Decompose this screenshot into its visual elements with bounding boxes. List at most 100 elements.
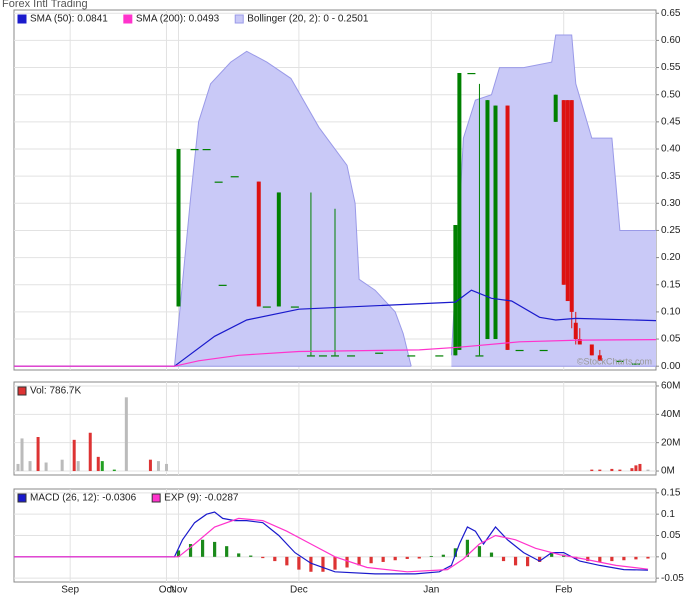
candle-body bbox=[577, 339, 582, 345]
macd-histogram-bar bbox=[441, 554, 445, 557]
macd-histogram-bar bbox=[477, 546, 482, 557]
volume-bar bbox=[20, 438, 24, 472]
y-tick-label: 0.40 bbox=[661, 144, 681, 155]
volume-bar bbox=[28, 461, 32, 472]
macd-line bbox=[14, 517, 649, 573]
candle-body bbox=[573, 322, 578, 340]
candle-body bbox=[435, 355, 444, 357]
volume-bar bbox=[148, 459, 152, 472]
candle-body bbox=[347, 355, 356, 357]
macd-histogram-bar bbox=[429, 555, 433, 557]
legend-swatch bbox=[17, 14, 27, 24]
candle-body bbox=[256, 181, 261, 307]
volume-bar bbox=[124, 397, 128, 472]
volume-panel bbox=[13, 381, 657, 476]
watermark: ©StockCharts.com bbox=[577, 356, 652, 366]
volume-bar bbox=[590, 469, 594, 472]
candle-body bbox=[331, 355, 339, 357]
volume-bar bbox=[638, 463, 642, 472]
legend-label: SMA (200): 0.0493 bbox=[136, 14, 220, 25]
macd-histogram-bar bbox=[200, 539, 205, 557]
y-tick-label: 0.45 bbox=[661, 116, 681, 127]
volume-bar bbox=[72, 439, 76, 472]
macd-histogram-bar bbox=[297, 556, 301, 570]
y-tick-label: 0.05 bbox=[661, 530, 681, 541]
y-tick-label: 0.60 bbox=[661, 35, 681, 46]
candle-body bbox=[485, 100, 490, 340]
candle-body bbox=[230, 176, 239, 178]
bollinger-upper bbox=[174, 34, 656, 367]
macd-histogram-bar bbox=[417, 556, 421, 559]
volume-bar bbox=[646, 469, 650, 472]
macd-histogram-bar bbox=[261, 556, 265, 559]
macd-histogram-bar bbox=[345, 556, 349, 568]
macd-histogram-bar bbox=[405, 556, 409, 559]
y-tick-label: 40M bbox=[661, 409, 680, 420]
macd-histogram-bar bbox=[646, 556, 650, 559]
legend-swatch bbox=[123, 14, 133, 24]
legend-label: SMA (50): 0.0841 bbox=[30, 14, 108, 25]
macd-histogram-bar bbox=[333, 556, 337, 570]
legend-label: EXP (9): -0.0287 bbox=[164, 493, 239, 504]
volume-bar bbox=[630, 468, 634, 472]
volume-bar bbox=[36, 437, 40, 472]
legend-swatch bbox=[17, 386, 27, 396]
macd-histogram-bar bbox=[188, 544, 193, 557]
volume-bar bbox=[96, 456, 100, 472]
y-tick-label: 0.10 bbox=[661, 307, 681, 318]
candle-body bbox=[214, 181, 223, 183]
candle-body bbox=[615, 360, 624, 362]
macd-histogram-bar bbox=[381, 556, 385, 562]
candle-body bbox=[467, 72, 476, 75]
volume-bar bbox=[100, 461, 104, 472]
y-tick-label: 0.20 bbox=[661, 252, 681, 263]
x-tick-label: Jan bbox=[423, 585, 439, 596]
macd-histogram-bar bbox=[237, 553, 241, 557]
candle-body bbox=[631, 363, 640, 365]
macd-histogram-bar bbox=[369, 556, 373, 564]
volume-bar bbox=[76, 461, 80, 472]
candle-body bbox=[589, 344, 594, 356]
macd-histogram-bar bbox=[489, 552, 494, 557]
y-tick-label: 20M bbox=[661, 437, 680, 448]
macd-histogram-bar bbox=[622, 556, 626, 561]
y-tick-label: 0.05 bbox=[661, 334, 681, 345]
candle-body bbox=[539, 349, 548, 352]
macd-histogram-bar bbox=[393, 556, 397, 561]
macd-histogram-bar bbox=[357, 556, 361, 566]
candle-body bbox=[306, 355, 315, 357]
macd-histogram-bar bbox=[213, 541, 217, 557]
macd-histogram-bar bbox=[610, 556, 614, 562]
macd-histogram-bar bbox=[550, 553, 554, 557]
macd-histogram-bar bbox=[634, 556, 638, 560]
candle-body bbox=[375, 352, 384, 354]
candle-body bbox=[176, 149, 181, 307]
macd-histogram-bar bbox=[453, 548, 457, 557]
sma-line bbox=[14, 339, 657, 367]
candle-body bbox=[493, 105, 498, 340]
y-tick-label: 0 bbox=[661, 551, 667, 562]
macd-histogram-bar bbox=[321, 556, 325, 572]
volume-bar bbox=[164, 463, 168, 472]
candle-body bbox=[453, 225, 458, 356]
y-tick-label: 0.50 bbox=[661, 89, 681, 100]
candle-body bbox=[290, 306, 299, 308]
volume-bar bbox=[44, 462, 48, 472]
macd-histogram-bar bbox=[285, 556, 289, 566]
y-tick-label: 0.65 bbox=[661, 8, 681, 19]
y-tick-label: -0.05 bbox=[661, 573, 684, 584]
macd-histogram-bar bbox=[273, 556, 277, 562]
macd-histogram-bar bbox=[249, 555, 253, 557]
legend-label: Vol: 786.7K bbox=[30, 386, 81, 397]
y-tick-label: 0.55 bbox=[661, 62, 681, 73]
volume-bar bbox=[16, 463, 20, 472]
candle-body bbox=[553, 94, 558, 122]
macd-histogram-bar bbox=[526, 556, 530, 567]
volume-bar bbox=[88, 432, 92, 472]
legend-label: MACD (26, 12): -0.0306 bbox=[30, 493, 137, 504]
macd-histogram-bar bbox=[586, 556, 590, 562]
macd-histogram-bar bbox=[309, 556, 313, 572]
volume-bar bbox=[112, 469, 116, 472]
